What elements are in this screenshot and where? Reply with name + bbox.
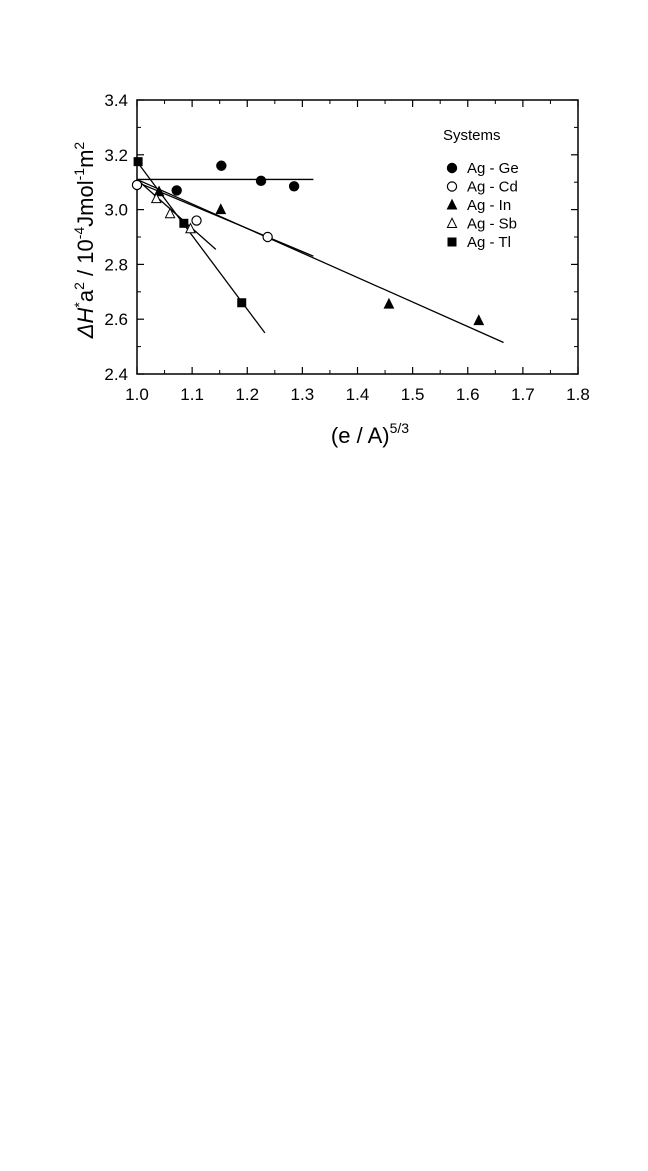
data-point-ag-ge (171, 185, 182, 196)
y-label-delta: Δ (73, 323, 98, 339)
chart-figure: 1.0 1.1 1.2 1.3 1.4 1.5 1.6 1.7 1.8 2.4 2.6 2.8 3.0 3… (0, 0, 648, 560)
y-tick-label: 2.4 (104, 365, 128, 384)
y-label-exp: -4 (71, 227, 87, 240)
data-point-ag-tl (237, 298, 247, 308)
x-tick-label: 1.4 (346, 385, 370, 404)
y-tick-label: 3.0 (104, 201, 128, 220)
x-axis-label-superscript: 5/3 (390, 420, 410, 436)
data-point-ag-ge (288, 181, 300, 192)
legend-marker-ag-ge (446, 162, 458, 174)
x-axis-label-text: (e / A) (331, 423, 390, 448)
x-tick-label: 1.1 (180, 385, 204, 404)
y-axis-label: ΔH*a2 / 10-4Jmol-1m2 (71, 142, 98, 340)
legend-label-ag-ge: Ag - Ge (467, 160, 519, 177)
data-point-ag-tl (179, 218, 189, 228)
legend-title: Systems (443, 127, 501, 144)
legend-label-ag-sb: Ag - Sb (467, 216, 517, 233)
plot-frame (136, 99, 579, 375)
x-tick-label: 1.6 (456, 385, 480, 404)
y-label-unit1-sup: -1 (71, 168, 87, 181)
tick-labels-group: 1.0 1.1 1.2 1.3 1.4 1.5 1.6 1.7 1.8 2.4 2.6 2.8 3.0 3… (104, 91, 589, 404)
legend-marker-ag-sb (446, 217, 458, 228)
data-point-ag-cd (262, 231, 273, 243)
legend-marker-ag-tl (447, 237, 457, 247)
y-label-sep: / 10 (73, 239, 98, 282)
y-label-unit2-sup: 2 (71, 142, 87, 150)
y-tick-label: 2.8 (104, 255, 128, 274)
legend-marker-ag-in (446, 198, 458, 210)
data-point-ag-sb (150, 192, 162, 204)
x-tick-label: 1.3 (291, 385, 315, 404)
x-axis-label: (e / A)5/3 (331, 420, 409, 448)
chart-svg: 1.0 1.1 1.2 1.3 1.4 1.5 1.6 1.7 1.8 2.4 2.6 2.8 3.0 3… (71, 91, 590, 448)
y-label-star: * (71, 302, 87, 308)
data-point-ag-ge (216, 160, 227, 171)
data-point-ag-in (215, 203, 227, 215)
legend-label-ag-tl: Ag - Tl (467, 234, 511, 251)
data-point-ag-ge (255, 175, 267, 187)
fit-line-ag-in (136, 178, 504, 344)
data-point-ag-in (473, 314, 485, 326)
y-label-a: a (73, 289, 98, 302)
legend-marker-ag-cd (446, 181, 458, 192)
plot-frame-group (136, 99, 579, 375)
y-label-unit2: m (73, 150, 98, 168)
y-label-unit1: Jmol (73, 180, 98, 226)
y-tick-label: 2.6 (104, 310, 128, 329)
x-tick-label: 1.8 (566, 385, 590, 404)
x-tick-label: 1.2 (235, 385, 259, 404)
data-point-ag-sb (164, 207, 176, 219)
legend-label-ag-cd: Ag - Cd (467, 179, 518, 196)
legend-label-ag-in: Ag - In (467, 197, 511, 214)
x-tick-label: 1.7 (511, 385, 535, 404)
tick-marks-group (136, 99, 579, 375)
data-point-ag-sb (185, 222, 196, 234)
y-tick-label: 3.4 (104, 91, 128, 110)
data-point-ag-tl (133, 157, 143, 167)
x-tick-label: 1.0 (125, 385, 149, 404)
data-points-group (131, 157, 485, 326)
y-label-a-sup: 2 (71, 282, 87, 290)
x-tick-label: 1.5 (401, 385, 425, 404)
y-tick-label: 3.2 (104, 146, 128, 165)
data-point-ag-in (383, 297, 395, 309)
data-point-ag-cd (191, 215, 202, 226)
data-point-ag-cd (131, 179, 143, 191)
y-label-h: H (73, 307, 98, 323)
